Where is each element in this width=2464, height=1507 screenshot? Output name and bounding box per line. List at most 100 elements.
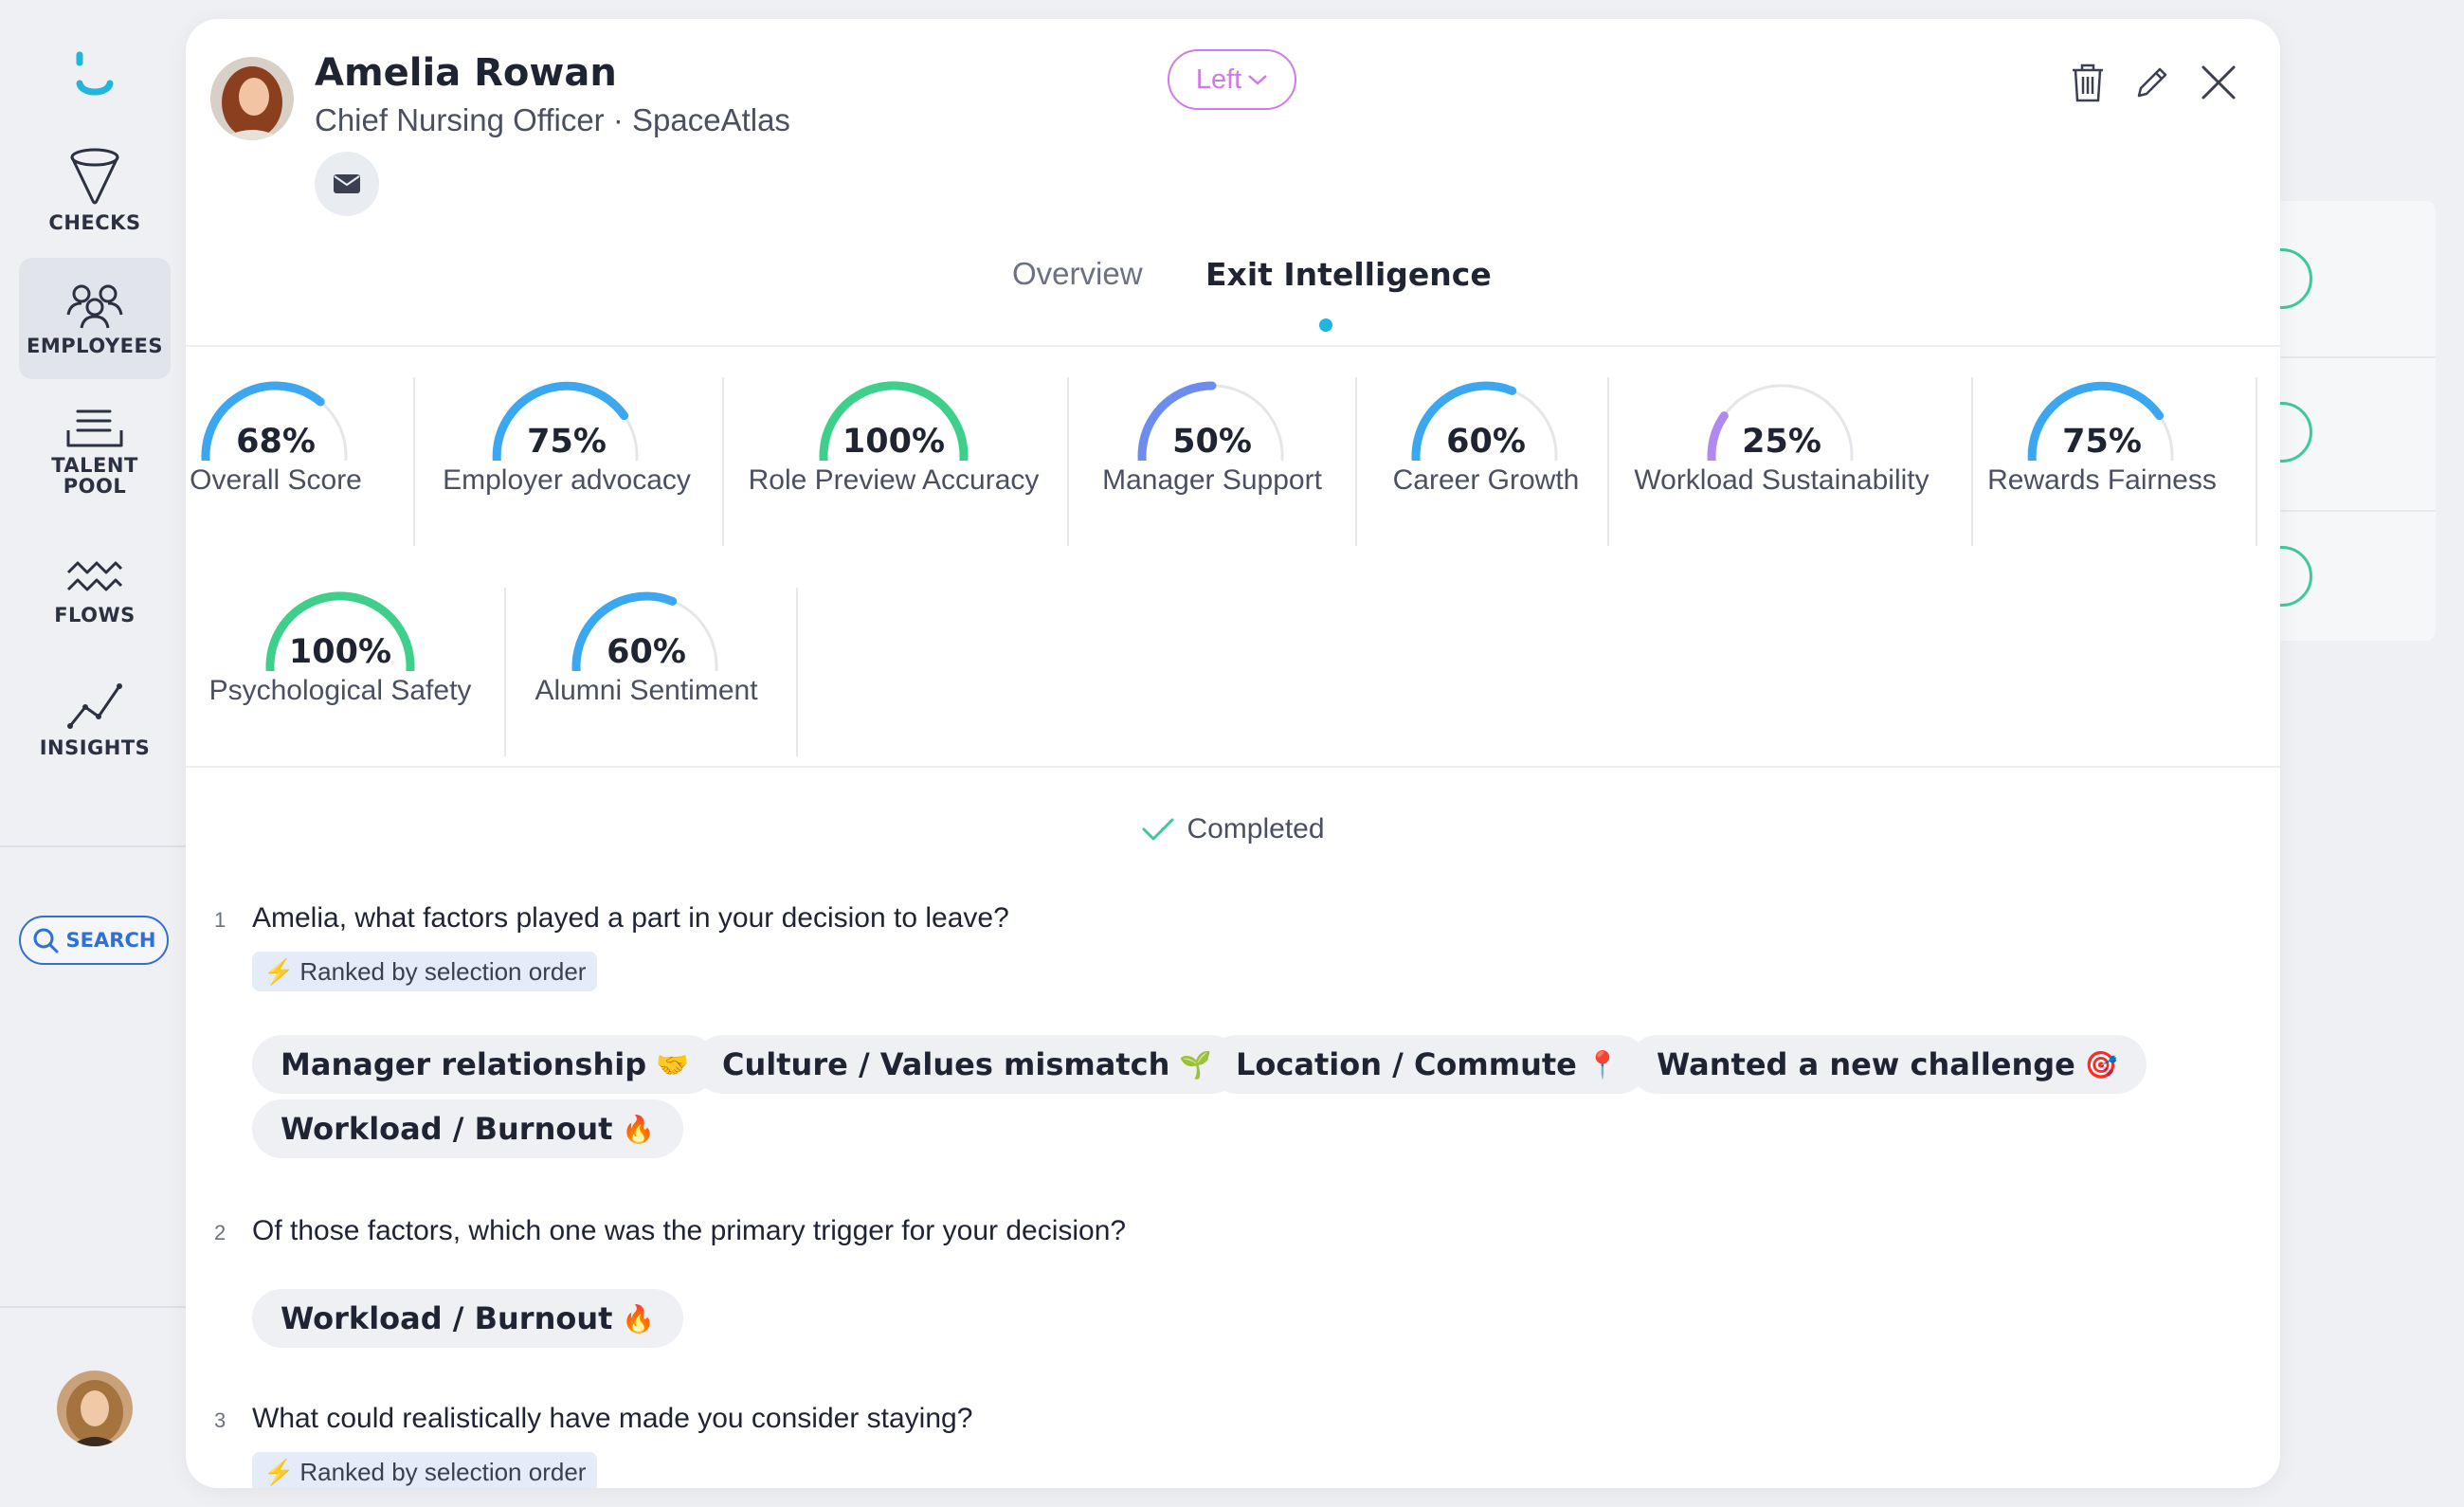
user-avatar[interactable]: [57, 1371, 133, 1446]
lightning-icon: ⚡: [263, 956, 295, 986]
question-number: 3: [214, 1408, 226, 1432]
gauge-divider: [1607, 377, 1609, 546]
score-value: 68%: [236, 423, 316, 461]
question-text: What could realistically have made you c…: [252, 1403, 973, 1434]
sidebar-item-flows[interactable]: FLOWS: [19, 557, 171, 639]
target-icon: 🎯: [2084, 1048, 2118, 1080]
employee-role: Chief Nursing Officer · SpaceAtlas: [315, 102, 790, 137]
gauge-fill: [492, 381, 629, 461]
sidebar-divider: [0, 845, 186, 847]
mail-icon: [334, 174, 360, 193]
answer-chip: Location / Commute 📍: [1207, 1035, 1648, 1094]
email-button[interactable]: [315, 152, 379, 216]
score-gauge: 60% Alumni Sentiment: [527, 586, 766, 707]
people-icon: [66, 284, 123, 329]
answer-label: Culture / Values mismatch: [722, 1046, 1170, 1082]
answer-chip: Wanted a new challenge 🎯: [1628, 1035, 2147, 1094]
score-gauge: 60% Career Growth: [1382, 375, 1590, 497]
badge-label: Ranked by selection order: [299, 956, 587, 986]
edit-button[interactable]: [2127, 57, 2178, 108]
gauge-divider: [1355, 377, 1357, 546]
sidebar-item-label: CHECKS: [48, 211, 141, 234]
score-gauge: 50% Manager Support: [1094, 375, 1331, 497]
scores-divider: [186, 766, 2280, 768]
answer-label: Location / Commute: [1236, 1046, 1577, 1082]
score-value: 75%: [527, 423, 607, 461]
question-text: Of those factors, which one was the prim…: [252, 1215, 1127, 1246]
gauge-divider: [796, 588, 798, 756]
lightning-icon: ⚡: [263, 1457, 295, 1486]
answer-label: Wanted a new challenge: [1657, 1046, 2075, 1082]
question-number: 2: [214, 1221, 226, 1244]
gauge-arc: [265, 591, 415, 671]
fire-icon: 🔥: [622, 1113, 656, 1145]
score-gauge: 25% Workload Sustainability: [1626, 375, 1937, 497]
employee-avatar: [210, 57, 294, 140]
score-label: Career Growth: [1392, 464, 1580, 496]
gauge-divider: [413, 377, 415, 546]
handshake-icon: 🤝: [656, 1048, 689, 1080]
gauge-arc: [1137, 381, 1284, 461]
score-value: 100%: [288, 633, 392, 671]
gauge-arc: [201, 381, 348, 461]
score-value: 50%: [1172, 423, 1252, 461]
background-divider: [2256, 356, 2436, 358]
sidebar-item-insights[interactable]: INSIGHTS: [19, 679, 171, 766]
sidebar-item-label: TALENT POOL: [51, 454, 138, 498]
score-label: Rewards Fairness: [1987, 464, 2217, 496]
employee-modal: Amelia Rowan Chief Nursing Officer · Spa…: [186, 19, 2280, 1488]
search-label: SEARCH: [65, 929, 156, 952]
score-gauge: 100% Role Preview Accuracy: [745, 375, 1042, 497]
checkmark-icon: [1142, 818, 1174, 841]
sidebar: CHECKS EMPLOYEES TALENT POOL FLOWS: [0, 0, 190, 1507]
gauge-fill: [1411, 381, 1517, 461]
app-logo[interactable]: [72, 49, 118, 100]
answer-label: Workload / Burnout: [281, 1300, 613, 1336]
sidebar-item-checks[interactable]: CHECKS: [19, 146, 171, 241]
question-number: 1: [214, 908, 226, 932]
answer-label: Workload / Burnout: [281, 1111, 613, 1147]
ranking-badge: ⚡ Ranked by selection order: [252, 952, 598, 991]
background-divider: [2256, 510, 2436, 512]
sidebar-item-employees[interactable]: EMPLOYEES: [19, 258, 171, 379]
employee-name: Amelia Rowan: [315, 51, 617, 95]
active-tab-indicator: [1319, 318, 1332, 332]
question-text: Amelia, what factors played a part in yo…: [252, 902, 1009, 934]
score-gauge: 75% Employer advocacy: [434, 375, 699, 497]
answer-chip: Culture / Values mismatch 🌱: [694, 1035, 1241, 1094]
gauge-arc: [819, 381, 969, 461]
search-button[interactable]: SEARCH: [19, 916, 169, 965]
score-value: 60%: [1446, 423, 1526, 461]
sidebar-item-label: FLOWS: [54, 604, 136, 626]
delete-button[interactable]: [2062, 57, 2113, 108]
tab-exit-intelligence[interactable]: Exit Intelligence: [1205, 256, 1492, 293]
gauge-fill: [1707, 411, 1729, 461]
gauge-arc: [2027, 381, 2174, 461]
gauge-divider: [722, 377, 724, 546]
chevron-down-icon: [1248, 75, 1268, 85]
close-icon: [2201, 65, 2236, 100]
score-value: 75%: [2062, 423, 2142, 461]
score-gauge: 75% Rewards Fairness: [1987, 375, 2217, 497]
sidebar-item-label: INSIGHTS: [39, 736, 151, 759]
close-button[interactable]: [2193, 57, 2244, 108]
tab-bar: Overview Exit Intelligence: [186, 256, 2280, 311]
trend-line-icon: [67, 683, 122, 729]
waves-icon: [66, 561, 123, 591]
score-label: Role Preview Accuracy: [748, 464, 1040, 496]
sidebar-item-talent-pool[interactable]: TALENT POOL: [19, 408, 171, 512]
status-dropdown[interactable]: Left: [1168, 49, 1296, 110]
funnel-icon: [70, 148, 119, 205]
seedling-icon: 🌱: [1179, 1048, 1213, 1080]
score-gauge: 100% Psychological Safety: [205, 586, 476, 707]
gauge-arc: [492, 381, 639, 461]
status-label: Left: [1195, 64, 1242, 95]
tab-overview[interactable]: Overview: [1012, 256, 1143, 291]
score-label: Overall Score: [190, 464, 362, 496]
gauge-divider: [1971, 377, 1973, 546]
ranking-badge: ⚡ Ranked by selection order: [252, 1452, 598, 1488]
inbox-stack-icon: [66, 409, 123, 447]
answer-label: Manager relationship: [281, 1046, 647, 1082]
sidebar-item-label: EMPLOYEES: [27, 335, 163, 357]
trash-icon: [2073, 64, 2103, 102]
